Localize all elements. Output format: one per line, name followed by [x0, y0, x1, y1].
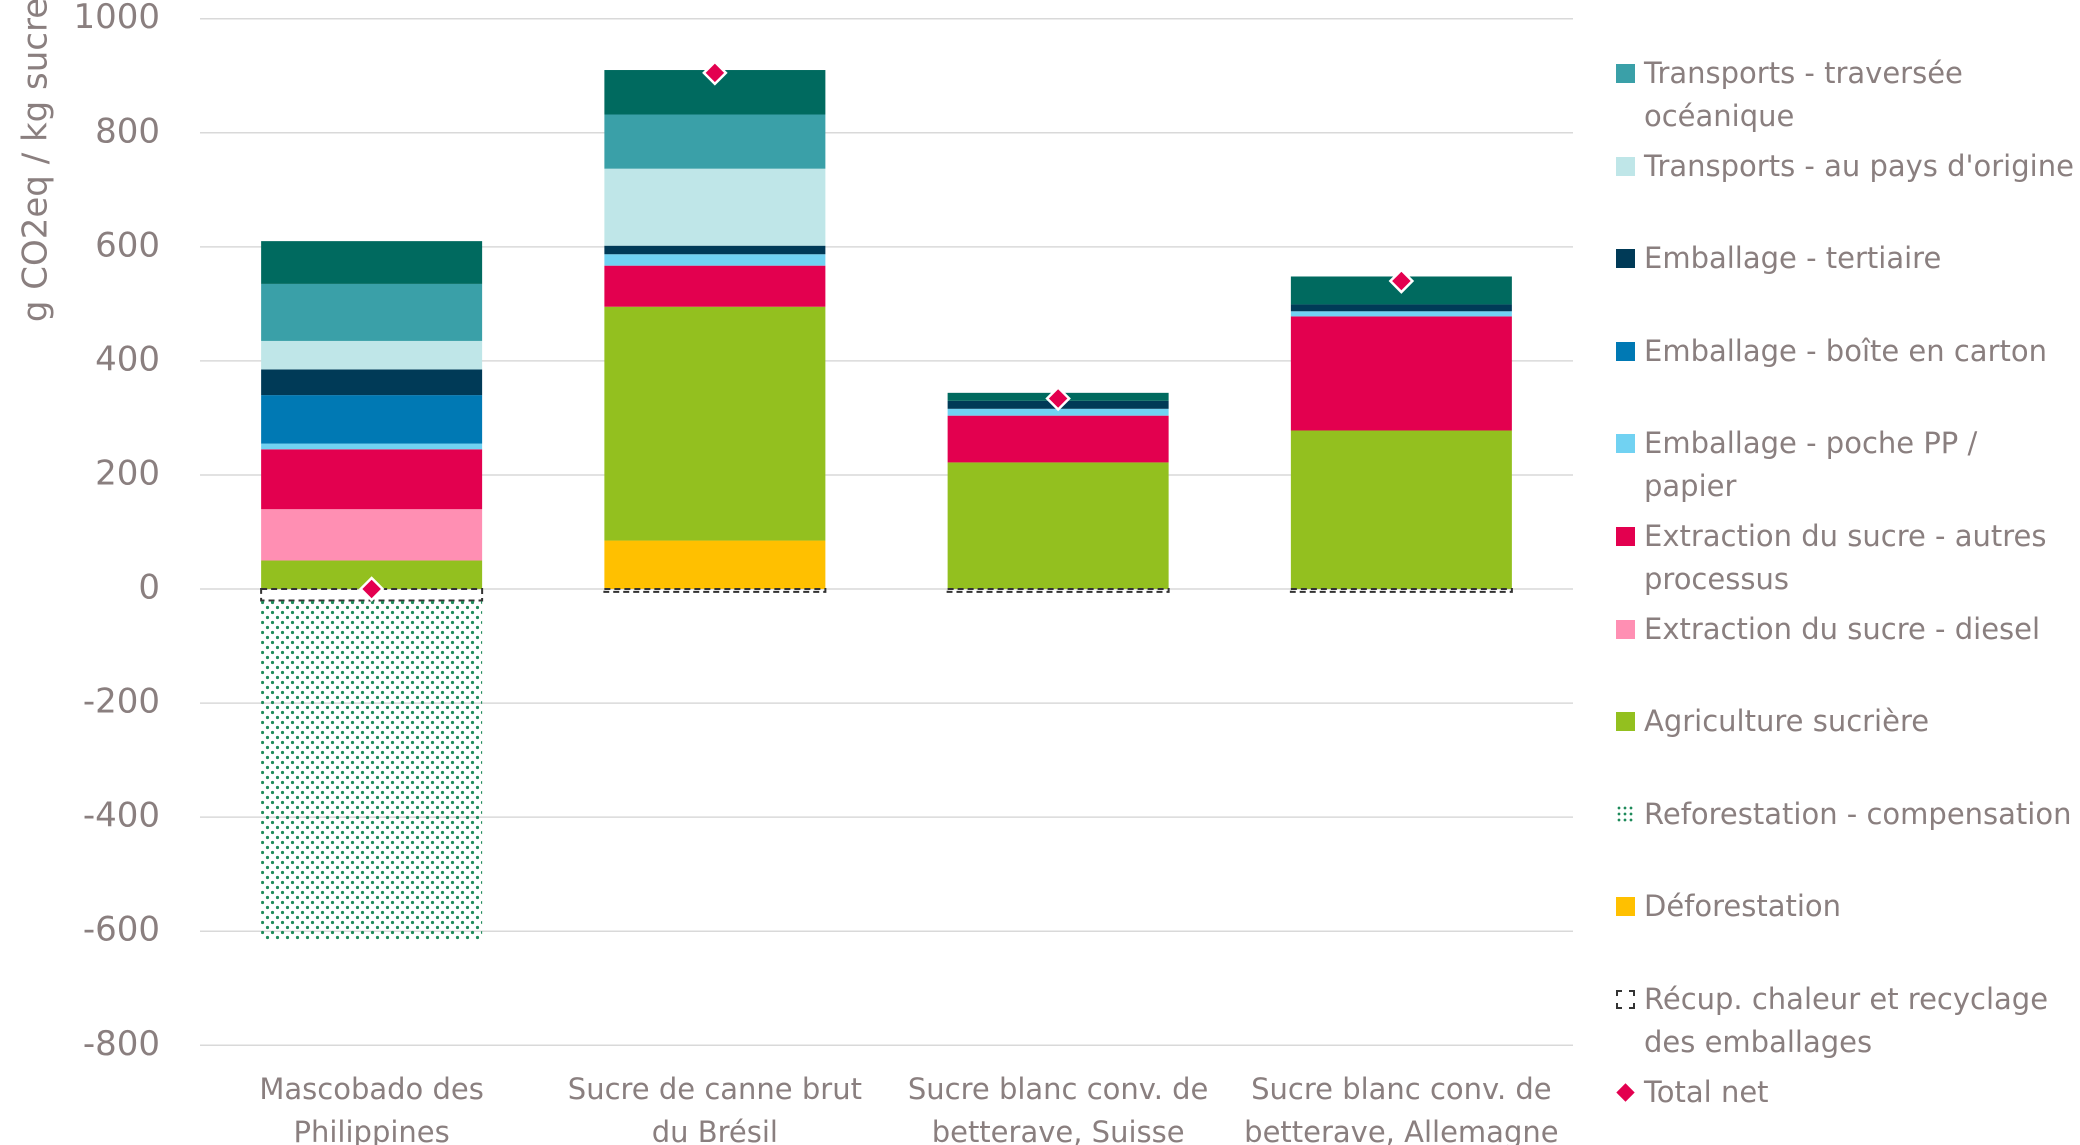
- bar-segment: [604, 114, 826, 169]
- total-marker: [1045, 385, 1071, 412]
- total-marker: [358, 576, 385, 602]
- y-tick-label: 0: [138, 568, 160, 608]
- legend-item: Emballage - boîte en carton: [1616, 330, 2074, 373]
- bar-segment: [1290, 311, 1512, 317]
- legend-item: Extraction du sucre - diesel: [1616, 608, 2074, 651]
- bar-segment: [604, 540, 826, 590]
- legend-swatch: [1616, 249, 1635, 269]
- legend-swatch: [1616, 712, 1635, 732]
- legend-item: Emballage - tertiaire: [1616, 237, 2074, 280]
- bar-segment: [1290, 304, 1512, 312]
- bar-segment: [603, 588, 827, 593]
- bar-segment: [946, 588, 1170, 593]
- y-tick-label: 600: [95, 225, 160, 265]
- x-tick-label: Sucre blanc conv. de betterave, Suisse: [907, 1072, 1209, 1145]
- bar-segment: [261, 369, 483, 396]
- legend-swatch: [1616, 341, 1635, 361]
- legend-swatch: [1616, 990, 1635, 1009]
- x-tick-label: Sucre blanc conv. de betterave, Allemagn…: [1244, 1072, 1559, 1145]
- bar-segment: [947, 415, 1169, 463]
- bar-segment: [261, 340, 483, 370]
- bar-segment: [1290, 430, 1512, 590]
- y-tick-label: 200: [95, 453, 160, 493]
- bar-segment: [1290, 316, 1512, 431]
- bar-segment: [604, 306, 826, 541]
- x-tick-label: Mascobado des Philippines: [259, 1072, 484, 1145]
- legend-swatch: [1616, 897, 1635, 917]
- y-axis-label: g CO2eq / kg sucre: [16, 0, 56, 322]
- legend-swatch: [1616, 434, 1635, 454]
- bar-segment: [1289, 588, 1513, 593]
- bar-segment: [604, 254, 826, 266]
- bar-segment: [604, 245, 826, 255]
- bar-segment: [604, 168, 826, 246]
- legend-swatch: [1616, 527, 1635, 546]
- bar-segment: [604, 265, 826, 307]
- legend-swatch: [1616, 619, 1635, 639]
- bar-segment: [261, 241, 483, 284]
- legend-item: Déforestation: [1616, 885, 2074, 928]
- y-tick-label: 1000: [73, 0, 160, 37]
- bar-segment: [261, 600, 483, 940]
- bar-segment: [261, 449, 483, 510]
- y-tick-label: 800: [95, 111, 160, 151]
- legend-item: Récup. chaleur et recyclage des emballag…: [1616, 978, 2074, 1064]
- legend-item: Reforestation - compensation: [1616, 793, 2074, 836]
- legend-swatch: [1616, 804, 1635, 824]
- legend-item: Transports - traversée océanique: [1616, 52, 2074, 138]
- legend-item: Extraction du sucre - autres processus: [1616, 515, 2074, 601]
- bar-segment: [261, 283, 483, 341]
- bar-segment: [947, 462, 1169, 590]
- y-tick-label: -800: [83, 1024, 160, 1064]
- legend-item: Agriculture sucrière: [1616, 700, 2074, 743]
- bar-segment: [261, 509, 483, 561]
- y-tick-label: -200: [83, 682, 160, 722]
- legend-swatch: [1616, 64, 1635, 83]
- legend-item: Emballage - poche PP / papier: [1616, 422, 2074, 508]
- total-marker: [1388, 268, 1415, 294]
- legend-item: Total net: [1616, 1071, 2074, 1114]
- legend-item: Transports - au pays d'origine: [1616, 145, 2074, 188]
- x-tick-label: Sucre de canne brut du Brésil: [567, 1072, 862, 1145]
- bar-segment: [261, 443, 483, 450]
- y-tick-label: -400: [83, 796, 160, 836]
- bar-segment: [261, 395, 483, 444]
- y-tick-label: -600: [83, 910, 160, 950]
- y-tick-label: 400: [95, 339, 160, 379]
- legend-swatch: [1616, 156, 1635, 176]
- bar-segment: [947, 408, 1169, 416]
- total-marker: [702, 60, 728, 86]
